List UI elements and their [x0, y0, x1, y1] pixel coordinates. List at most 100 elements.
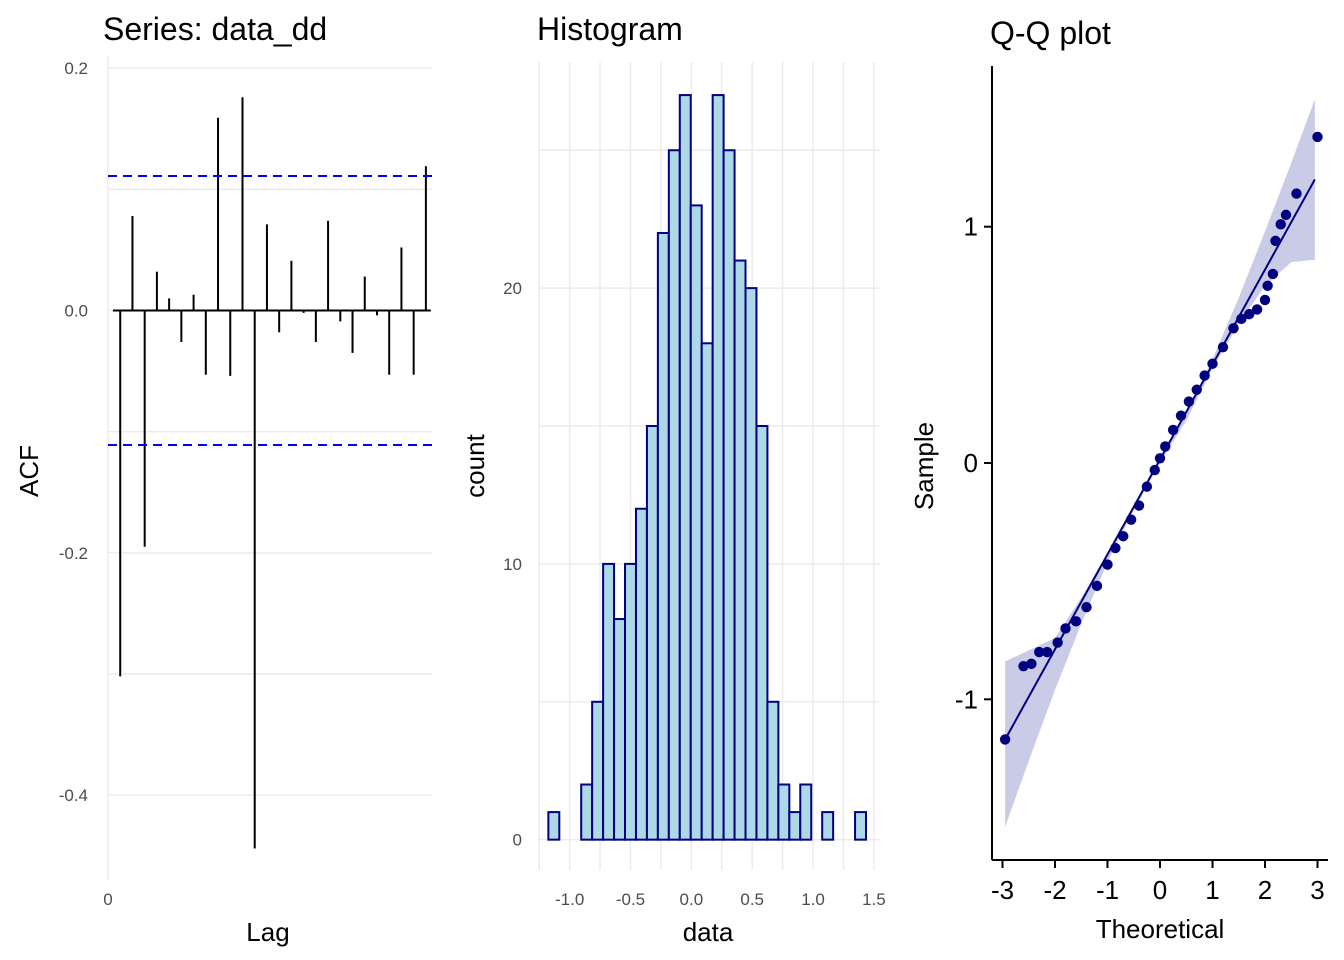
- qq-point: [1034, 646, 1045, 658]
- histogram-bar: [667, 149, 681, 841]
- histogram-bar: [733, 259, 747, 841]
- histogram-bar: [755, 425, 769, 841]
- histogram-bar: [799, 783, 813, 841]
- qq-x-ticks: -3 -2 -1 0 1 2 3: [991, 860, 1325, 905]
- histogram-x-tick-label: -0.5: [616, 890, 645, 909]
- histogram-bar: [613, 618, 627, 841]
- acf-grid: [107, 56, 432, 880]
- qq-point: [1052, 637, 1063, 648]
- qq-x-tick-label: -2: [1043, 875, 1066, 905]
- qq-point: [1091, 580, 1103, 592]
- qq-panel: Q-Q plot -1 0 1 -3 -2 -1 0 1 2 3 Theoretical Sam…: [909, 15, 1328, 944]
- qq-point: [1125, 514, 1137, 525]
- qq-x-tick-label: 1: [1205, 875, 1219, 905]
- histogram-title: Histogram: [537, 11, 683, 47]
- qq-point: [1191, 384, 1202, 395]
- qq-y-label: Sample: [909, 422, 939, 510]
- acf-y-tick-label: -0.4: [59, 786, 88, 805]
- histogram-x-label: data: [683, 917, 734, 947]
- histogram-bar: [580, 783, 594, 841]
- acf-y-tick-label: 0.0: [64, 301, 88, 320]
- histogram-bar: [547, 811, 561, 841]
- qq-point: [1018, 661, 1029, 672]
- histogram-bar: [821, 811, 835, 841]
- histogram-x-tick-label: 1.0: [801, 890, 825, 909]
- acf-panel: Series: data_dd 0.2 0.0 -0.2 -0.4 0 Lag ACF: [14, 11, 432, 947]
- histogram-x-ticks: -1.0 -0.5 0.0 0.5 1.0 1.5: [555, 890, 886, 909]
- histogram-y-ticks: 0 10 20: [503, 279, 522, 850]
- qq-point: [999, 734, 1011, 745]
- qq-point: [1275, 219, 1286, 230]
- qq-point: [1154, 453, 1166, 464]
- histogram-bar: [602, 562, 616, 841]
- acf-title: Series: data_dd: [103, 11, 327, 47]
- qq-point: [1291, 188, 1302, 199]
- histogram-y-tick-label: 10: [503, 555, 522, 574]
- qq-point: [1259, 294, 1271, 306]
- acf-confidence-lines: [108, 174, 432, 446]
- histogram-bars: [547, 94, 868, 841]
- qq-point: [1262, 280, 1273, 291]
- acf-y-ticks: 0.2 0.0 -0.2 -0.4: [59, 59, 88, 805]
- histogram-bar: [744, 287, 758, 841]
- qq-point: [1081, 601, 1092, 613]
- histogram-bar: [788, 811, 802, 841]
- qq-point: [1149, 464, 1160, 476]
- qq-x-tick-label: 3: [1310, 875, 1324, 905]
- qq-point: [1175, 410, 1187, 421]
- histogram-x-tick-label: 1.5: [862, 890, 886, 909]
- histogram-bar: [766, 700, 780, 841]
- qq-point: [1199, 370, 1210, 381]
- histogram-bar: [689, 204, 703, 841]
- qq-point: [1267, 268, 1279, 280]
- qq-title: Q-Q plot: [990, 15, 1111, 51]
- qq-point: [1110, 542, 1121, 554]
- acf-x-label: Lag: [246, 917, 289, 947]
- acf-x-tick-label: 0: [103, 890, 112, 909]
- qq-point: [1102, 559, 1113, 570]
- histogram-x-tick-label: 0.5: [740, 890, 764, 909]
- histogram-bar: [722, 149, 736, 841]
- qq-x-tick-label: 2: [1258, 875, 1272, 905]
- qq-point: [1133, 500, 1145, 511]
- histogram-y-label: count: [460, 433, 490, 497]
- qq-point: [1118, 531, 1129, 542]
- qq-points: [999, 131, 1323, 745]
- qq-x-tick-label: -1: [1096, 875, 1119, 905]
- qq-point: [1141, 481, 1153, 492]
- qq-point: [1244, 308, 1255, 320]
- histogram-bar: [645, 425, 659, 841]
- qq-point: [1070, 616, 1082, 627]
- histogram-bar: [777, 783, 791, 841]
- histogram-y-tick-label: 0: [513, 831, 522, 850]
- qq-x-tick-label: 0: [1153, 875, 1167, 905]
- qq-point: [1270, 235, 1281, 247]
- qq-point: [1312, 131, 1323, 143]
- qq-x-tick-label: -3: [991, 875, 1014, 905]
- qq-point: [1041, 646, 1053, 658]
- qq-point: [1060, 623, 1071, 634]
- histogram-bar: [591, 700, 605, 841]
- histogram-bar: [656, 231, 670, 841]
- qq-point: [1236, 313, 1247, 325]
- acf-y-tick-label: -0.2: [59, 544, 88, 563]
- histogram-bar: [634, 507, 648, 841]
- qq-point: [1280, 209, 1292, 221]
- histogram-bar: [711, 94, 725, 841]
- acf-x-ticks: 0: [103, 890, 112, 909]
- qq-point: [1228, 323, 1239, 334]
- qq-y-tick-label: 1: [964, 212, 978, 242]
- qq-y-tick-label: -1: [955, 684, 978, 714]
- qq-point: [1251, 304, 1263, 315]
- qq-point: [1183, 396, 1195, 407]
- acf-bars: [112, 97, 431, 849]
- histogram-bar: [624, 562, 637, 841]
- acf-y-tick-label: 0.2: [64, 59, 88, 78]
- histogram-y-tick-label: 20: [503, 279, 522, 298]
- qq-point: [1160, 441, 1171, 452]
- qq-point: [1026, 658, 1037, 670]
- qq-y-ticks: -1 0 1: [955, 212, 992, 714]
- histogram-bar: [678, 94, 692, 841]
- histogram-bar: [700, 342, 714, 841]
